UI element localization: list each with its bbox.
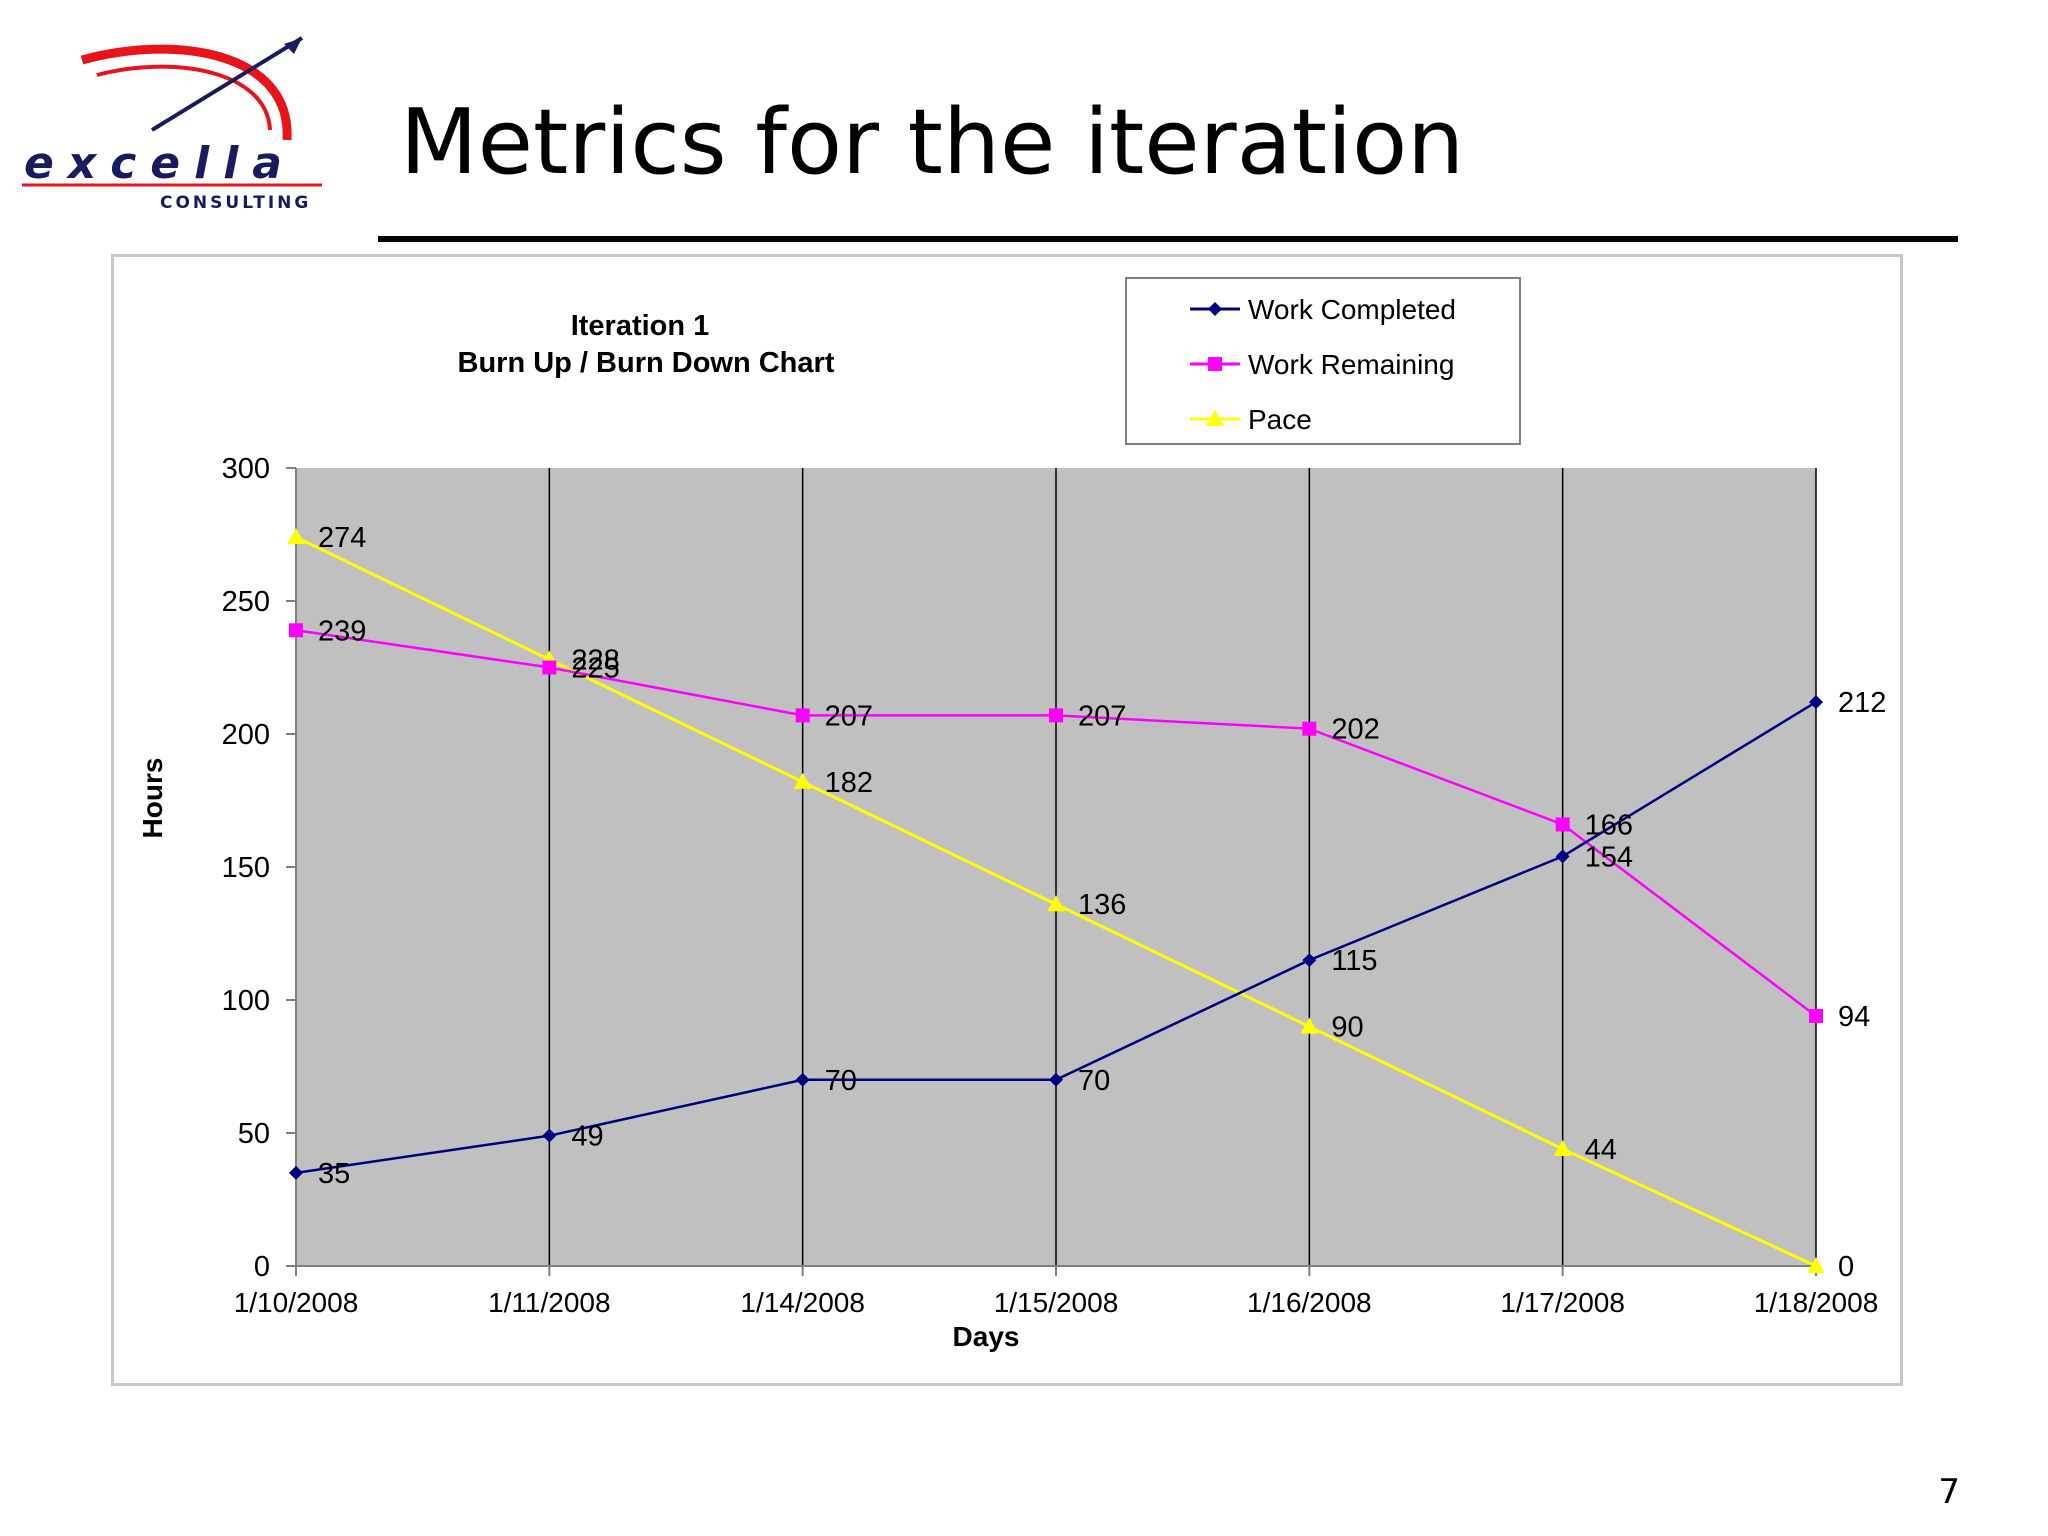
y-tick-label: 50	[238, 1118, 270, 1150]
y-tick-label: 300	[222, 453, 270, 485]
work-remaining-point	[1302, 721, 1317, 736]
pace-data-label: 136	[1078, 889, 1126, 921]
legend-swatch-marker-work-completed	[1208, 302, 1222, 316]
logo-tagline: CONSULTING	[160, 193, 311, 210]
work-completed-point	[1302, 953, 1317, 968]
work-remaining-data-label: 207	[825, 700, 873, 732]
axis-layer: 0 50 100 150 200 250 300 1/10/2008 1/11/2008 1/14…	[222, 453, 1879, 1318]
y-tick-label: 200	[222, 719, 270, 751]
y-tick-label: 100	[222, 985, 270, 1017]
pace-point	[1553, 1139, 1572, 1156]
work-remaining-data-label: 166	[1585, 809, 1633, 841]
work-remaining-data-label: 239	[318, 615, 366, 647]
work-remaining-data-label: 225	[571, 653, 619, 685]
series-layer	[287, 528, 1825, 1273]
work-remaining-point	[795, 708, 810, 723]
work-remaining-point	[542, 660, 557, 675]
work-completed-data-label: 70	[1078, 1065, 1110, 1097]
work-remaining-point	[1555, 817, 1570, 832]
excella-consulting-logo: excella CONSULTING	[22, 36, 322, 210]
pace-data-label: 0	[1838, 1251, 1854, 1283]
pace-point	[287, 528, 305, 545]
work-completed-point	[1809, 695, 1823, 710]
pace-data-label: 182	[825, 767, 873, 799]
pace-point	[1047, 895, 1065, 912]
legend: Work Completed Work Remaining Pace	[1190, 294, 1456, 435]
work-completed-point	[795, 1072, 810, 1087]
x-tick-label: 1/14/2008	[740, 1287, 865, 1318]
legend-box	[1125, 277, 1521, 445]
work-completed-data-label: 35	[318, 1158, 350, 1190]
legend-swatch-marker-pace	[1206, 410, 1224, 426]
pace-point	[793, 772, 812, 789]
y-axis-title: Hours	[137, 758, 168, 839]
y-tick-label: 250	[222, 586, 270, 618]
x-tick-label: 1/15/2008	[994, 1287, 1119, 1318]
pace-point	[1807, 1257, 1825, 1273]
x-tick-label: 1/16/2008	[1247, 1287, 1372, 1318]
x-axis-title: Days	[953, 1321, 1020, 1352]
x-tick-label: 1/10/2008	[234, 1287, 359, 1318]
work-remaining-data-label: 202	[1331, 714, 1379, 746]
work-completed-point	[1049, 1072, 1063, 1087]
logo-wordmark: excella	[24, 138, 296, 189]
x-tick-label: 1/18/2008	[1754, 1287, 1879, 1318]
legend-label-pace: Pace	[1248, 404, 1312, 435]
work-completed-data-label: 212	[1838, 687, 1886, 719]
work-completed-point	[289, 1165, 303, 1180]
chart-subtitle: Burn Up / Burn Down Chart	[458, 347, 835, 379]
work-remaining-data-label: 207	[1078, 700, 1126, 732]
slide-title: Metrics for the iteration	[400, 90, 1465, 195]
work-remaining-point	[1049, 708, 1063, 723]
work-completed-data-label: 49	[571, 1121, 603, 1153]
legend-label-work-remaining: Work Remaining	[1248, 349, 1454, 380]
work-completed-point	[542, 1128, 557, 1143]
x-tick-label: 1/17/2008	[1500, 1287, 1625, 1318]
pace-data-label: 44	[1585, 1134, 1617, 1166]
title-divider	[378, 236, 1958, 242]
pace-point	[1300, 1017, 1319, 1034]
work-completed-data-label: 154	[1585, 841, 1633, 873]
pace-data-label: 90	[1331, 1012, 1363, 1044]
legend-swatch-marker-work-remaining	[1208, 357, 1222, 371]
pace-data-label: 228	[571, 645, 619, 677]
legend-label-work-completed: Work Completed	[1248, 294, 1456, 325]
work-remaining-data-label: 94	[1838, 1001, 1870, 1033]
page-number: 7	[1938, 1472, 1960, 1512]
label-layer: 35 49 70 70 115 154 212 239 225 207 207 202 166 94 274…	[318, 522, 1886, 1283]
work-remaining-point	[289, 623, 303, 638]
y-tick-label: 150	[222, 852, 270, 884]
work-remaining-point	[1809, 1008, 1823, 1023]
chart-title: Iteration 1	[571, 310, 710, 342]
y-tick-label: 0	[254, 1251, 270, 1283]
pace-data-label: 274	[318, 522, 366, 554]
work-completed-data-label: 115	[1331, 945, 1377, 977]
work-completed-data-label: 70	[825, 1065, 857, 1097]
work-completed-point	[1555, 849, 1570, 864]
x-tick-label: 1/11/2008	[488, 1287, 611, 1318]
